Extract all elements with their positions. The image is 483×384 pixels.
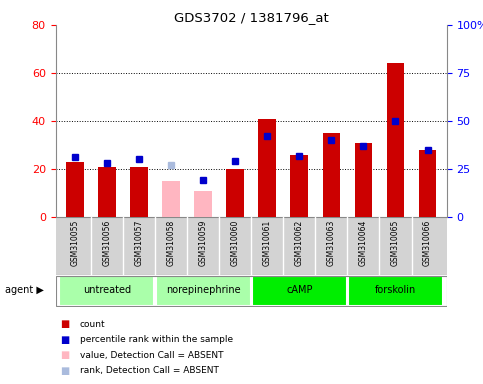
Text: ■: ■ bbox=[60, 319, 70, 329]
Text: GSM310059: GSM310059 bbox=[199, 219, 208, 266]
Bar bbox=[355, 142, 372, 217]
Bar bbox=[348, 276, 443, 306]
Bar bbox=[194, 190, 212, 217]
Text: ■: ■ bbox=[60, 335, 70, 345]
Text: GSM310064: GSM310064 bbox=[359, 219, 368, 266]
Text: agent ▶: agent ▶ bbox=[5, 285, 43, 295]
Title: GDS3702 / 1381796_at: GDS3702 / 1381796_at bbox=[174, 11, 328, 24]
Bar bbox=[98, 167, 115, 217]
Bar bbox=[258, 119, 276, 217]
Text: GSM310066: GSM310066 bbox=[423, 219, 432, 266]
Text: norepinephrine: norepinephrine bbox=[166, 285, 241, 295]
Text: rank, Detection Call = ABSENT: rank, Detection Call = ABSENT bbox=[80, 366, 219, 375]
Text: GSM310063: GSM310063 bbox=[327, 219, 336, 266]
Bar bbox=[387, 63, 404, 217]
Text: count: count bbox=[80, 320, 105, 329]
Bar bbox=[59, 276, 154, 306]
Bar bbox=[156, 276, 251, 306]
Bar bbox=[162, 181, 180, 217]
Bar bbox=[323, 133, 340, 217]
Text: GSM310055: GSM310055 bbox=[71, 219, 79, 266]
Bar bbox=[290, 155, 308, 217]
Text: ■: ■ bbox=[60, 366, 70, 376]
Text: forskolin: forskolin bbox=[375, 285, 416, 295]
Text: GSM310058: GSM310058 bbox=[167, 219, 175, 265]
Text: percentile rank within the sample: percentile rank within the sample bbox=[80, 335, 233, 344]
Text: GSM310057: GSM310057 bbox=[134, 219, 143, 266]
Text: ■: ■ bbox=[60, 350, 70, 360]
Bar bbox=[227, 169, 244, 217]
Text: GSM310062: GSM310062 bbox=[295, 219, 304, 265]
Text: GSM310065: GSM310065 bbox=[391, 219, 400, 266]
Bar bbox=[66, 162, 84, 217]
Bar bbox=[130, 167, 148, 217]
Text: value, Detection Call = ABSENT: value, Detection Call = ABSENT bbox=[80, 351, 223, 360]
Text: GSM310061: GSM310061 bbox=[263, 219, 272, 265]
Text: GSM310056: GSM310056 bbox=[102, 219, 112, 266]
Text: cAMP: cAMP bbox=[286, 285, 313, 295]
Bar bbox=[419, 150, 436, 217]
Bar bbox=[252, 276, 347, 306]
Text: untreated: untreated bbox=[83, 285, 131, 295]
Text: GSM310060: GSM310060 bbox=[230, 219, 240, 266]
